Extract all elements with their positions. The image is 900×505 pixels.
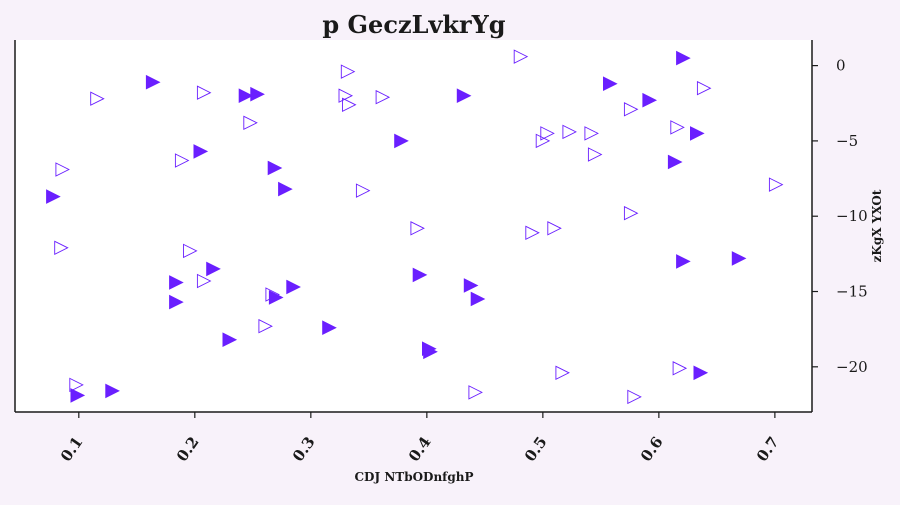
y-tick-label: −5 <box>836 132 858 150</box>
x-tick-label: 0.3 <box>289 433 319 465</box>
filled-triangle-point <box>278 181 293 197</box>
filled-triangle-point <box>169 294 184 310</box>
hollow-triangle-point <box>196 85 212 100</box>
y-axis-ticks: 0 −5 −10 −15 −20 <box>812 57 868 376</box>
hollow-triangle-point <box>535 133 551 149</box>
hollow-triangle-point <box>174 153 190 168</box>
hollow-triangle-point <box>513 49 529 64</box>
filled-triangle-point <box>46 189 61 204</box>
filled-triangle-point <box>470 291 486 307</box>
hollow-triangle-point <box>540 126 555 141</box>
filled-triangle-point <box>394 133 409 149</box>
filled-triangle-point <box>250 86 265 102</box>
hollow-triangle-point <box>338 88 354 103</box>
filled-triangle-point <box>412 267 428 283</box>
chart-title: p GeczLvkrYg <box>322 10 505 39</box>
filled-triangle-point <box>456 88 472 104</box>
x-tick-label: 0.2 <box>173 433 203 465</box>
y-tick-label: 0 <box>836 57 846 75</box>
hollow-triangle-point <box>670 120 685 135</box>
y-tick-label: −20 <box>836 358 868 376</box>
filled-triangle-point <box>222 332 238 348</box>
x-axis-label: CDJ NTbODnfghP <box>355 470 474 484</box>
filled-triangle-point <box>268 290 284 305</box>
hollow-triangle-point <box>183 243 198 259</box>
filled-triangle-point <box>463 278 479 293</box>
hollow-triangle-point <box>562 124 577 140</box>
hollow-triangle-point <box>340 64 356 79</box>
data-points <box>46 49 784 405</box>
filled-triangle-point <box>693 365 709 381</box>
hollow-triangle-point <box>547 221 562 236</box>
x-tick-label: 0.5 <box>521 433 551 465</box>
y-tick-label: −10 <box>836 207 868 225</box>
filled-triangle-point <box>286 279 301 295</box>
hollow-triangle-point <box>69 377 84 393</box>
hollow-triangle-point <box>196 273 212 289</box>
hollow-triangle-point <box>623 102 639 117</box>
hollow-triangle-point <box>55 162 70 177</box>
hollow-triangle-point <box>623 205 639 221</box>
hollow-triangle-point <box>54 240 69 256</box>
plot-background <box>15 40 812 412</box>
hollow-triangle-point <box>555 365 570 381</box>
filled-triangle-point <box>193 144 209 159</box>
hollow-triangle-point <box>468 385 483 400</box>
filled-triangle-point <box>322 320 337 336</box>
filled-triangle-point <box>70 388 86 403</box>
hollow-triangle-point <box>410 221 425 236</box>
filled-triangle-point <box>169 275 184 290</box>
filled-triangle-point <box>603 76 618 92</box>
hollow-triangle-point <box>342 97 357 113</box>
hollow-triangle-point <box>627 389 642 405</box>
hollow-triangle-point <box>584 126 599 141</box>
filled-triangle-point <box>690 126 705 141</box>
filled-triangle-point <box>731 251 747 266</box>
filled-triangle-point <box>676 50 691 66</box>
filled-triangle-point <box>206 261 221 277</box>
x-tick-label: 0.6 <box>637 433 667 465</box>
hollow-triangle-point <box>258 318 273 334</box>
hollow-triangle-point <box>90 91 105 106</box>
hollow-triangle-point <box>672 361 688 376</box>
filled-triangle-point <box>145 74 161 90</box>
hollow-triangle-point <box>243 115 258 131</box>
hollow-triangle-point <box>525 225 540 241</box>
hollow-triangle-point <box>587 147 603 162</box>
filled-triangle-point <box>667 154 683 170</box>
filled-triangle-point <box>105 383 120 399</box>
hollow-triangle-point <box>768 177 784 192</box>
hollow-triangle-point <box>375 89 391 105</box>
hollow-triangle-point <box>355 183 371 198</box>
filled-triangle-point <box>423 344 438 360</box>
hollow-triangle-point <box>696 80 712 96</box>
filled-triangle-point <box>238 88 254 104</box>
hollow-triangle-point <box>265 287 280 302</box>
filled-triangle-point <box>676 254 691 269</box>
y-axis-label: zKgX YXOt <box>870 189 884 262</box>
y-tick-label: −15 <box>836 283 868 301</box>
x-tick-label: 0.4 <box>405 433 435 465</box>
filled-triangle-point <box>267 160 283 176</box>
filled-triangle-point <box>642 92 658 108</box>
x-axis-ticks: 0.1 0.2 0.3 0.4 0.5 0.6 0.7 <box>57 412 783 465</box>
x-tick-label: 0.7 <box>753 433 783 465</box>
x-tick-label: 0.1 <box>57 433 87 465</box>
